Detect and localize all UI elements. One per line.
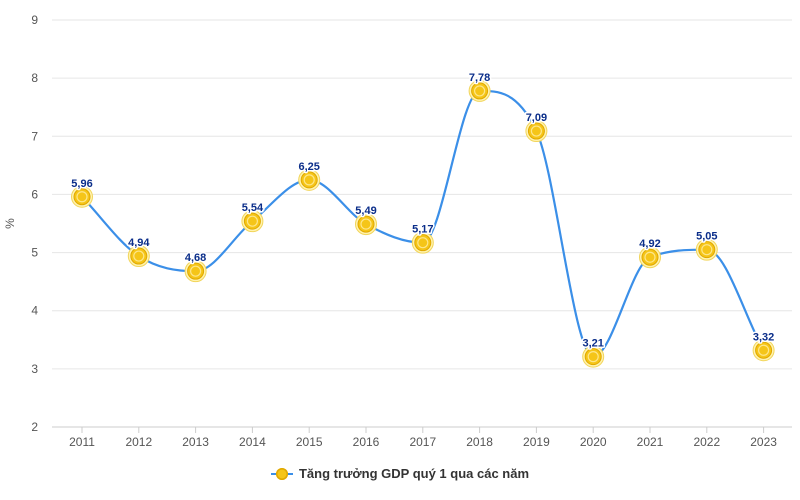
data-label: 5,17	[412, 224, 433, 236]
y-tick-label: 5	[31, 246, 38, 260]
y-tick-label: 2	[31, 420, 38, 434]
y-tick-label: 4	[31, 304, 38, 318]
data-point-coin-icon[interactable]	[355, 213, 377, 236]
data-point-coin-icon[interactable]	[127, 245, 150, 268]
data-label: 3,32	[753, 331, 774, 343]
data-point-coin-icon[interactable]	[639, 246, 661, 269]
data-label: 4,94	[128, 237, 150, 249]
x-tick-label: 2013	[182, 435, 209, 449]
x-tick-label: 2022	[693, 435, 720, 449]
data-label: 4,68	[185, 252, 206, 264]
x-axis: 2011 2012 2013 2014 2015 2016 2017 2018 2019 2020…	[69, 427, 777, 449]
legend-label: Tăng trưởng GDP quý 1 qua các năm	[298, 466, 530, 481]
x-tick-label: 2016	[353, 435, 380, 449]
data-point-coin-icon[interactable]	[468, 79, 491, 102]
data-point-coin-icon[interactable]	[695, 238, 718, 261]
grid-lines	[52, 19, 792, 428]
data-label: 5,96	[71, 178, 92, 190]
y-tick-label: 9	[31, 13, 38, 27]
data-point-coin-icon[interactable]	[298, 168, 321, 191]
data-point-coin-icon[interactable]	[582, 345, 605, 368]
legend[interactable]: Tăng trưởng GDP quý 1 qua các năm	[0, 466, 800, 483]
x-tick-label: 2017	[409, 435, 436, 449]
data-label: 5,54	[242, 202, 264, 214]
legend-marker-icon	[270, 467, 293, 480]
data-point-coin-icon[interactable]	[71, 185, 93, 208]
x-tick-label: 2012	[125, 435, 152, 449]
y-tick-label: 7	[31, 129, 38, 143]
x-tick-label: 2019	[523, 435, 550, 449]
y-axis-label: %	[3, 218, 17, 229]
data-label: 7,78	[469, 72, 490, 84]
x-tick-label: 2021	[637, 435, 664, 449]
y-axis-ticks: 2 3 4 5 6 7 8 9	[31, 13, 38, 434]
data-label: 6,25	[298, 161, 319, 173]
x-tick-label: 2011	[69, 435, 95, 449]
series-layer: 5,96 4,94 4,68 5,54 6,25 5,49 5,17 7,78 7,09 3,21…	[70, 70, 776, 368]
x-tick-label: 2023	[750, 435, 777, 449]
y-tick-label: 6	[31, 187, 38, 201]
data-point-coin-icon[interactable]	[241, 210, 264, 233]
data-label: 4,92	[639, 238, 660, 250]
y-tick-label: 3	[31, 362, 38, 376]
x-tick-label: 2014	[239, 435, 266, 449]
data-label: 5,49	[355, 205, 376, 217]
data-label: 7,09	[526, 112, 547, 124]
x-tick-label: 2015	[296, 435, 323, 449]
data-point-coin-icon[interactable]	[525, 120, 548, 143]
data-label: 3,21	[582, 338, 603, 350]
x-tick-label: 2020	[580, 435, 607, 449]
x-tick-label: 2018	[466, 435, 493, 449]
data-point-coin-icon[interactable]	[752, 339, 775, 362]
data-label: 5,05	[696, 231, 717, 243]
data-point-coin-icon[interactable]	[184, 260, 207, 283]
data-point-coin-icon[interactable]	[411, 231, 434, 254]
y-tick-label: 8	[31, 71, 38, 85]
